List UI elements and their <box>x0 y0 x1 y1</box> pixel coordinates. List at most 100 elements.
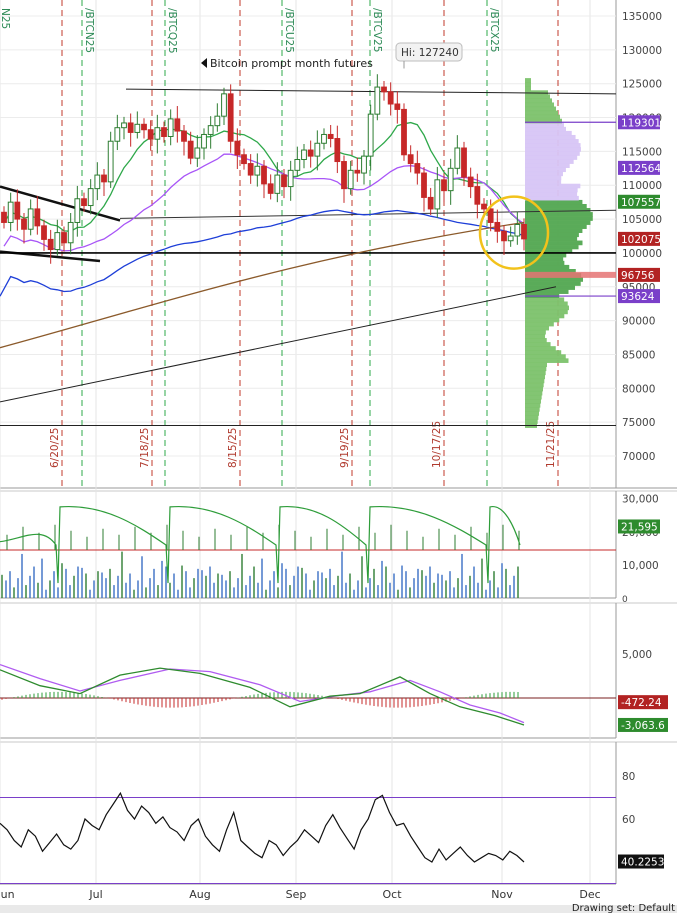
profile-bar <box>525 350 562 355</box>
profile-bar <box>525 325 549 331</box>
candle-body <box>401 108 407 156</box>
profile-bar <box>525 139 579 144</box>
candle-body <box>414 163 421 174</box>
candle-body <box>507 235 514 242</box>
profile-bar <box>525 321 554 327</box>
profile-bar <box>525 386 543 392</box>
price-label-box <box>618 115 660 130</box>
profile-bar <box>525 411 539 416</box>
candle-body <box>154 127 161 140</box>
price-label: 96756 <box>621 270 655 282</box>
profile-bar <box>525 110 558 116</box>
candle-body <box>61 232 67 244</box>
candle-body <box>141 123 147 131</box>
price-label: 102075 <box>621 234 661 246</box>
price-label: 107557 <box>621 197 661 209</box>
price-tick-label: 100000 <box>622 248 662 260</box>
macd-panel: 5,000 -472.24 -3,063.6 <box>0 649 668 732</box>
profile-bar <box>525 329 546 335</box>
candle-body <box>14 201 21 220</box>
profile-bar <box>525 86 531 91</box>
profile-bar-dense <box>525 289 569 294</box>
profile-bar <box>525 333 546 339</box>
profile-bar-dense <box>525 224 587 229</box>
annotation-arrow-icon <box>201 58 207 68</box>
candle-body <box>367 113 374 157</box>
profile-bar <box>525 102 554 108</box>
high-label-box <box>395 42 463 62</box>
vertical-grid <box>0 0 616 884</box>
candle-body <box>121 122 127 129</box>
candle-body <box>521 223 527 240</box>
candle-body <box>334 138 341 163</box>
profile-bar-dense <box>525 269 576 274</box>
candle-body <box>101 174 107 183</box>
volume-tick-label-zero: 0 <box>622 595 628 605</box>
profile-bar <box>525 187 578 193</box>
x-axis-label: Jun <box>0 888 15 901</box>
expiry-label: N25 <box>0 8 11 29</box>
price-tick-label: 80000 <box>622 383 655 395</box>
profile-bar-dense <box>525 212 593 217</box>
price-labels: 119301 112564 107557 102075 96756 93624 <box>618 115 661 304</box>
status-bar-label: Drawing set: Default <box>571 903 675 914</box>
profile-bar-dense <box>525 260 565 266</box>
profile-bar <box>525 313 565 319</box>
candle-body <box>294 159 301 171</box>
price-tick-label: 125000 <box>622 79 662 91</box>
candle-body <box>67 221 74 244</box>
price-label-box <box>618 160 660 175</box>
rsi-line <box>0 791 525 863</box>
candle-body <box>241 154 247 165</box>
candle-body <box>321 133 327 144</box>
profile-bar <box>525 338 547 343</box>
macd-tick-label: 5,000 <box>622 649 652 661</box>
candle-body <box>34 208 41 227</box>
x-axis-label: Aug <box>189 888 210 901</box>
profile-bar-dense <box>525 228 583 233</box>
profile-bar-dense <box>525 199 583 205</box>
candle-body <box>341 161 347 190</box>
profile-bar <box>525 118 562 124</box>
candle-body <box>41 225 47 240</box>
profile-bar-dense <box>525 204 587 209</box>
candle-body <box>434 179 441 210</box>
annotation-text: Bitcoin prompt month futures <box>210 57 373 70</box>
x-axis-label: Nov <box>491 888 513 901</box>
profile-bar <box>525 191 578 197</box>
candle-body <box>381 86 387 93</box>
profile-bar <box>525 134 576 140</box>
profile-bar <box>525 163 570 168</box>
sma-brown <box>0 221 525 349</box>
candle-body <box>347 169 354 190</box>
volume-panel-bg <box>0 492 616 598</box>
candle-body <box>74 198 81 223</box>
x-axis-label: Dec <box>579 888 600 901</box>
candle-body <box>87 188 94 207</box>
macd-label-box <box>618 695 668 710</box>
candlesticks <box>1 74 527 264</box>
profile-bar <box>525 346 556 351</box>
candle-body <box>314 142 321 157</box>
candle-body <box>267 183 274 194</box>
candle-body <box>181 130 187 142</box>
candle-body <box>421 172 427 198</box>
profile-bar-dense <box>525 240 583 246</box>
profile-bar-dense <box>525 236 578 242</box>
volume-tick-label: 10,000 <box>622 560 659 572</box>
candle-body <box>194 147 201 159</box>
date-marker-label: 9/19/25 <box>339 428 351 468</box>
candle-body <box>387 91 394 105</box>
candle-body <box>494 221 501 232</box>
profile-bar <box>525 167 566 173</box>
profile-bar <box>525 126 566 132</box>
date-marker-label: 10/17/25 <box>431 421 443 468</box>
price-tick-label: 75000 <box>622 417 655 429</box>
price-tick-label: 110000 <box>622 180 662 192</box>
profile-bar <box>525 415 539 420</box>
profile-bar-dense <box>525 252 567 258</box>
price-label-box <box>618 231 660 246</box>
candle-body <box>227 93 234 142</box>
volume-last-label: 21,595 <box>621 521 658 533</box>
candle-body <box>147 129 154 140</box>
